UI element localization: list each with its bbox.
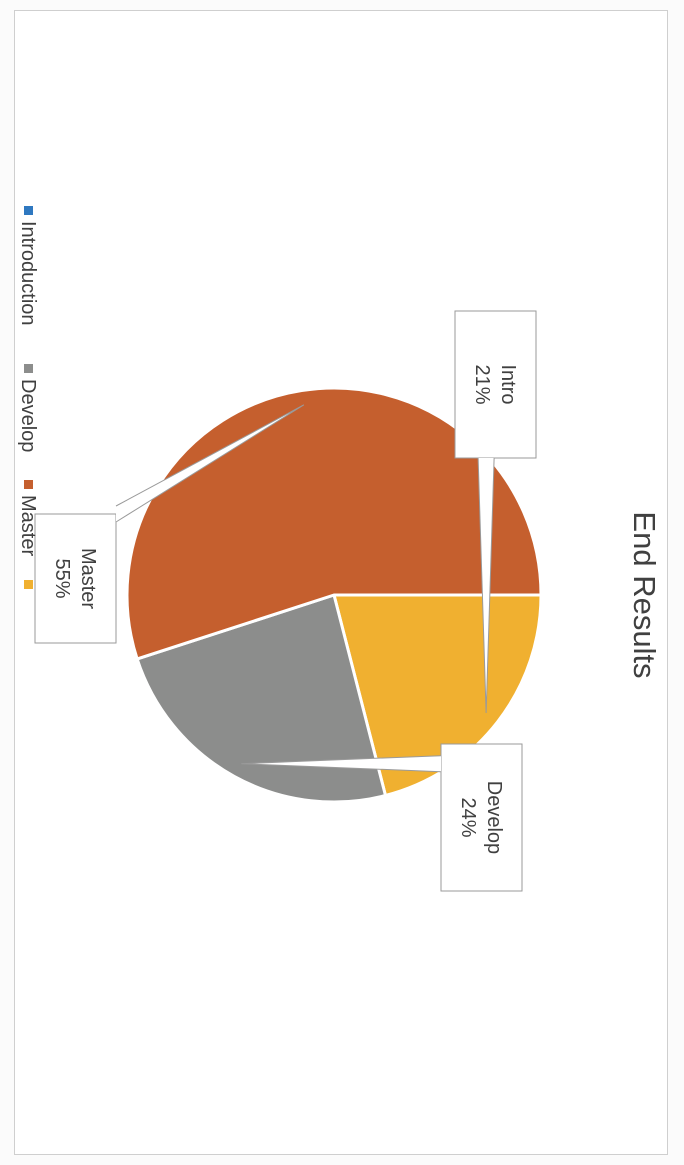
legend-label: Master xyxy=(17,495,39,556)
data-label-value: 24% xyxy=(457,797,479,837)
legend-swatch xyxy=(24,580,33,589)
pie-slices xyxy=(125,386,543,804)
legend-item-unnamed xyxy=(24,580,33,589)
callout-box xyxy=(454,310,537,459)
callout-pointer xyxy=(115,404,305,523)
callout-box xyxy=(34,513,117,644)
data-label-category: Intro xyxy=(497,364,519,404)
legend-swatch xyxy=(24,364,33,373)
pie-slice-intro xyxy=(332,593,543,798)
callout-pointer xyxy=(241,755,442,773)
legend-item-master: Master xyxy=(17,480,39,556)
legend-swatch xyxy=(24,480,33,489)
data-label-value: 21% xyxy=(471,364,493,404)
chart-title: End Results xyxy=(627,511,662,678)
legend-label: Introduction xyxy=(17,221,39,326)
callout-box xyxy=(440,743,523,892)
legend: Introduction Develop Master xyxy=(17,206,39,589)
legend-item-introduction: Introduction xyxy=(17,206,39,326)
pie-slice-master xyxy=(125,386,543,661)
legend-item-develop: Develop xyxy=(17,364,39,452)
legend-label: Develop xyxy=(17,379,39,452)
data-label-value: 55% xyxy=(51,558,73,598)
data-label-category: Master xyxy=(77,548,99,609)
pie-slice-develop xyxy=(135,593,388,804)
callout-pointer xyxy=(477,457,495,714)
data-label-category: Develop xyxy=(483,781,505,854)
legend-swatch xyxy=(24,206,33,215)
